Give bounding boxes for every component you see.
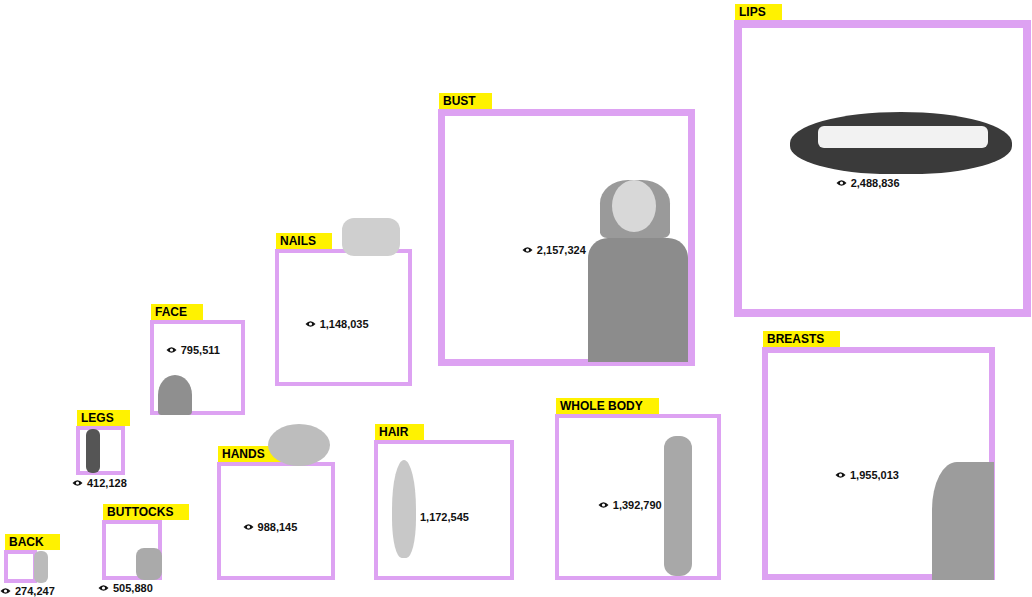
value-square [275,249,412,386]
photo-cutout [932,462,994,580]
view-count: 1,955,013 [835,469,899,481]
view-count-text: 1,172,545 [420,511,469,523]
category-label: HAIR [375,424,424,440]
photo-cutout [818,126,988,148]
eye-icon [598,501,609,509]
value-square [4,550,37,583]
view-count-text: 2,157,324 [537,244,586,256]
photo-cutout [158,375,192,415]
view-count: 274,247 [0,585,55,597]
eye-icon [166,346,177,354]
photo-cutout [664,436,692,576]
eye-icon [0,587,11,595]
view-count: 505,880 [98,582,153,594]
category-label: FACE [151,304,203,320]
photo-cutout [588,238,688,362]
eye-icon [72,479,83,487]
category-label: LIPS [735,4,782,20]
eye-icon [835,471,846,479]
view-count: 795,511 [166,344,220,356]
category-label: BACK [5,534,60,550]
view-count-text: 2,488,836 [851,177,900,189]
view-count-text: 795,511 [181,344,220,356]
photo-cutout [86,429,100,473]
category-label: LEGS [77,410,130,426]
category-label: NAILS [276,233,332,249]
eye-icon [98,584,109,592]
view-count-text: 505,880 [113,582,153,594]
value-square [76,426,125,475]
view-count-text: 274,247 [15,585,55,597]
category-label: BUST [439,93,492,109]
category-label: BUTTOCKS [103,504,189,520]
view-count: 988,145 [243,521,298,533]
photo-cutout [136,548,162,580]
category-label: WHOLE BODY [556,398,659,414]
view-count-text: 988,145 [258,521,298,533]
photo-cutout [612,180,656,232]
view-count-text: 1,955,013 [850,469,899,481]
photo-cutout [268,424,330,466]
view-count-text: 1,392,790 [613,499,662,511]
eye-icon [305,320,316,328]
photo-cutout [342,218,400,256]
view-count-text: 412,128 [87,477,127,489]
eye-icon [243,523,254,531]
value-square [555,414,721,580]
view-count: 2,157,324 [522,244,586,256]
photo-cutout [392,460,416,558]
view-count: 1,392,790 [598,499,662,511]
view-count: 2,488,836 [836,177,900,189]
eye-icon [522,246,533,254]
view-count: 1,148,035 [305,318,369,330]
photo-cutout [34,551,48,583]
category-label: BREASTS [763,331,840,347]
view-count: 412,128 [72,477,127,489]
view-count-text: 1,148,035 [320,318,369,330]
eye-icon [836,179,847,187]
